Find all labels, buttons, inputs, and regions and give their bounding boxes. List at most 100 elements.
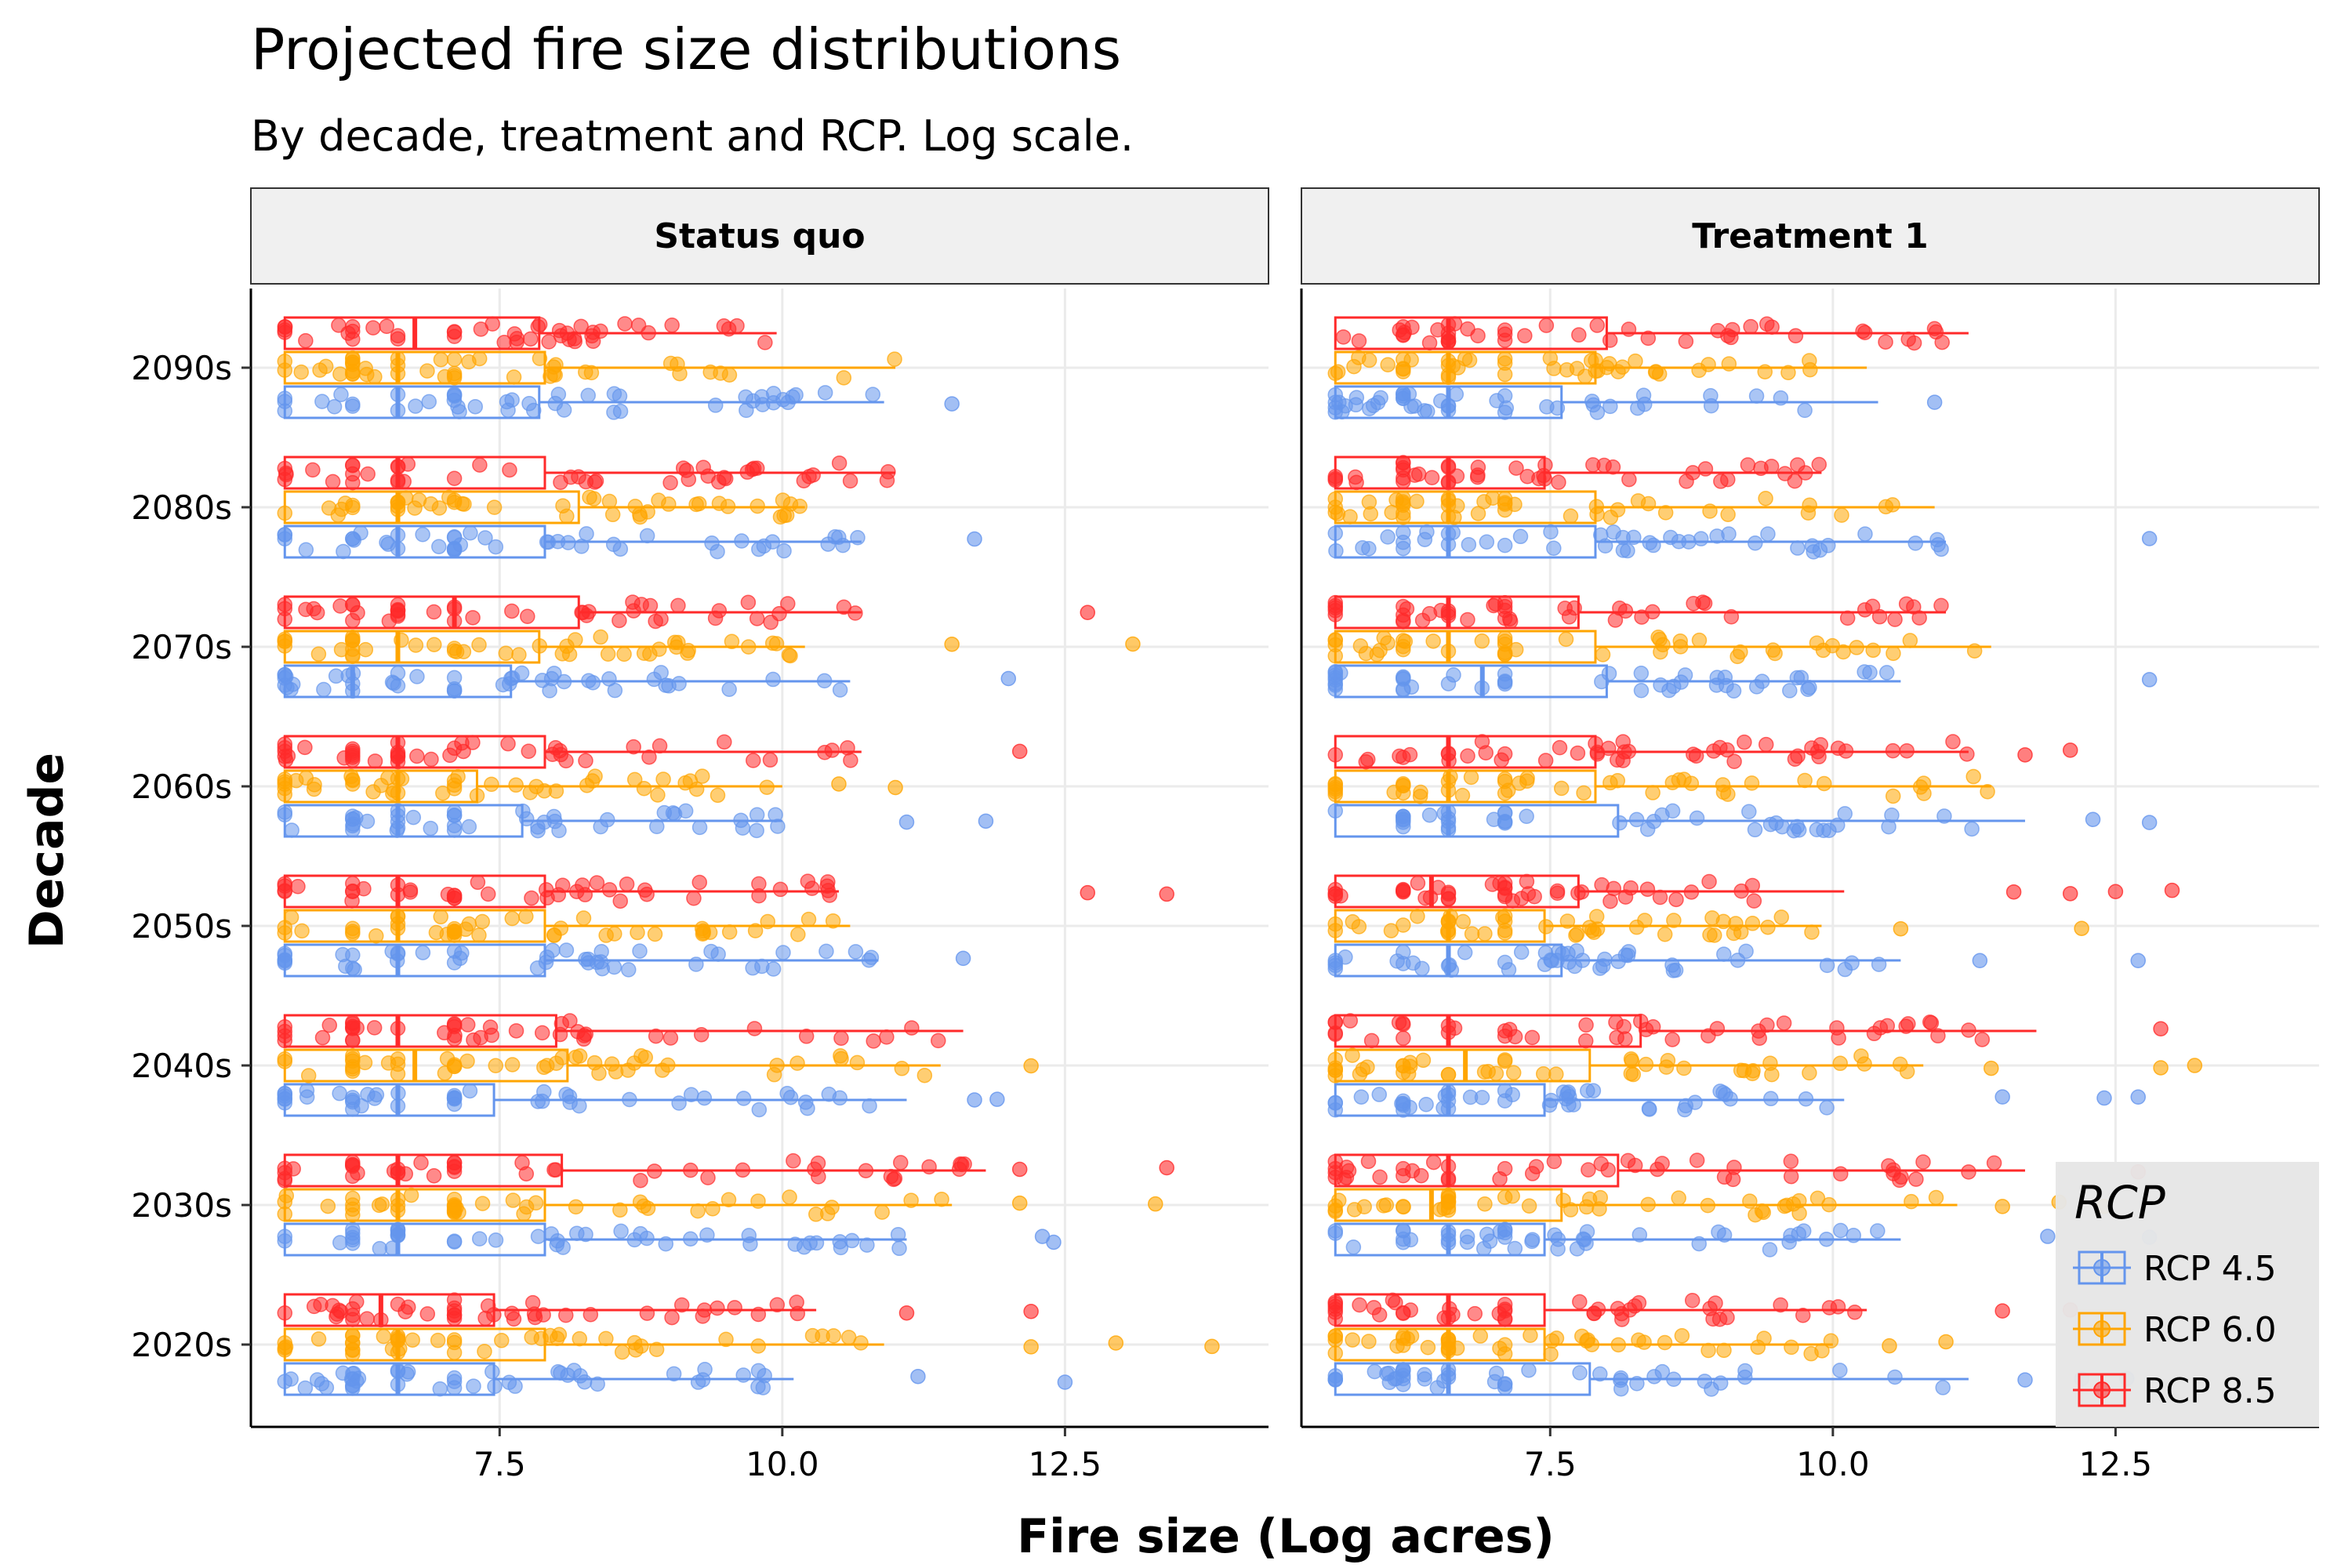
point-status-quo-2030s-rcp-8-5-3: [700, 1170, 716, 1185]
point-treatment-1-2080s-rcp-6-0-38: [1834, 507, 1849, 523]
point-treatment-1-2020s-rcp-6-0-35: [1389, 1338, 1405, 1354]
point-treatment-1-2060s-rcp-4-5-34: [1741, 804, 1757, 820]
y-tick-label-2060s: 2060s: [131, 768, 232, 806]
point-treatment-1-2030s-rcp-4-5-3: [1762, 1242, 1778, 1258]
point-status-quo-2050s-rcp-4-5-38: [454, 945, 470, 961]
point-status-quo-2080s-rcp-8-5-42: [502, 462, 517, 478]
point-treatment-1-2050s-rcp-8-5-41: [1440, 891, 1457, 907]
point-treatment-1-2080s-rcp-4-5-36: [1512, 528, 1529, 545]
point-treatment-1-2060s-rcp-6-0-23: [1512, 775, 1527, 791]
point-treatment-1-2040s-rcp-4-5-27: [1371, 1087, 1388, 1102]
point-treatment-1-2030s-rcp-6-0-28: [1330, 1192, 1347, 1208]
point-status-quo-2080s-rcp-8-5-17: [831, 455, 848, 471]
point-treatment-1-2060s-rcp-4-5-39: [1639, 822, 1656, 837]
box-status-quo-2090s-rcp-4-5: [283, 385, 541, 419]
point-status-quo-2070s-rcp-6-0-34: [333, 641, 350, 658]
point-treatment-1-2090s-rcp-4-5-40: [1403, 398, 1419, 415]
point-status-quo-2020s-rcp-4-5-12: [485, 1363, 500, 1380]
point-treatment-1-2090s-rcp-4-5-45: [1401, 386, 1417, 402]
point-status-quo-2030s-rcp-6-0-14: [345, 1207, 361, 1223]
point-treatment-1-2060s-rcp-8-5-39: [1396, 750, 1411, 765]
point-status-quo-2090s-rcp-6-0-42: [433, 351, 449, 368]
outlier-treatment-1-2040s-rcp-6-0-2: [2187, 1058, 2203, 1073]
outlier-status-quo-2030s-rcp-4-5-1: [1046, 1234, 1062, 1250]
point-status-quo-2020s-rcp-4-5-18: [697, 1362, 713, 1377]
box-group-treatment-1-2060s-rcp-8-5: [1327, 734, 2078, 770]
point-treatment-1-2020s-rcp-8-5-25: [1613, 1305, 1630, 1322]
point-treatment-1-2090s-rcp-8-5-25: [1335, 329, 1352, 345]
legend-key-point-rcp-6-0: [2093, 1320, 2111, 1338]
point-status-quo-2080s-rcp-4-5-40: [446, 541, 463, 557]
box-group-treatment-1-2020s-rcp-6-0: [1327, 1327, 1954, 1362]
point-treatment-1-2070s-rcp-6-0-44: [1650, 630, 1666, 645]
point-status-quo-2020s-rcp-8-5-24: [789, 1294, 804, 1310]
point-status-quo-2090s-rcp-6-0-35: [461, 354, 477, 370]
point-status-quo-2060s-rcp-4-5-29: [446, 804, 463, 820]
point-status-quo-2070s-rcp-8-5-36: [520, 608, 535, 625]
point-status-quo-2050s-rcp-8-5-36: [686, 891, 702, 906]
point-status-quo-2070s-rcp-8-5-42: [612, 612, 627, 629]
point-status-quo-2070s-rcp-8-5-44: [332, 598, 348, 614]
point-treatment-1-2060s-rcp-8-5-12: [1494, 752, 1509, 768]
point-status-quo-2060s-rcp-8-5-5: [641, 749, 657, 765]
point-treatment-1-2030s-rcp-6-0-39: [1791, 1205, 1807, 1221]
point-status-quo-2060s-rcp-8-5-33: [500, 735, 516, 752]
point-treatment-1-2080s-rcp-6-0-30: [1885, 497, 1900, 513]
point-status-quo-2040s-rcp-8-5-33: [746, 1021, 763, 1036]
point-status-quo-2030s-rcp-6-0-36: [824, 1200, 840, 1215]
point-treatment-1-2090s-rcp-8-5-2: [1589, 318, 1606, 333]
point-treatment-1-2080s-rcp-4-5-27: [1620, 543, 1635, 559]
point-treatment-1-2040s-rcp-6-0-36: [1402, 1058, 1418, 1075]
point-status-quo-2040s-rcp-8-5-16: [662, 1030, 679, 1046]
point-treatment-1-2040s-rcp-6-0-41: [1764, 1066, 1780, 1083]
point-treatment-1-2080s-rcp-8-5-24: [1396, 470, 1411, 486]
point-treatment-1-2070s-rcp-6-0-26: [1425, 633, 1441, 649]
point-status-quo-2070s-rcp-8-5-33: [633, 597, 649, 612]
point-status-quo-2050s-rcp-4-5-43: [338, 958, 354, 975]
box-group-treatment-1-2060s-rcp-4-5: [1327, 803, 2158, 839]
outlier-treatment-1-2050s-rcp-8-5-0: [2005, 884, 2022, 900]
point-treatment-1-2050s-rcp-8-5-11: [1746, 893, 1762, 909]
outlier-status-quo-2050s-rcp-4-5-0: [955, 950, 971, 967]
point-treatment-1-2080s-rcp-8-5-33: [1551, 474, 1566, 490]
point-status-quo-2090s-rcp-4-5-15: [788, 387, 804, 403]
point-treatment-1-2090s-rcp-4-5-43: [1362, 401, 1377, 417]
point-status-quo-2090s-rcp-4-5-38: [467, 398, 483, 415]
point-treatment-1-2080s-rcp-4-5-39: [1748, 535, 1763, 551]
point-status-quo-2040s-rcp-8-5-36: [482, 1019, 499, 1035]
point-treatment-1-2050s-rcp-4-5-33: [1617, 947, 1634, 964]
y-tick-label-2080s: 2080s: [131, 488, 232, 527]
point-status-quo-2080s-rcp-4-5-41: [353, 525, 368, 541]
outlier-status-quo-2070s-rcp-4-5-0: [1000, 670, 1017, 687]
outlier-treatment-1-2060s-rcp-4-5-1: [2141, 815, 2158, 830]
point-status-quo-2030s-rcp-6-0-19: [612, 1202, 628, 1218]
point-status-quo-2070s-rcp-4-5-32: [542, 683, 557, 699]
point-status-quo-2040s-rcp-4-5-6: [735, 1091, 752, 1106]
point-status-quo-2090s-rcp-8-5-8: [298, 332, 314, 349]
point-treatment-1-2020s-rcp-4-5-10: [1572, 1365, 1588, 1381]
point-status-quo-2020s-rcp-4-5-39: [572, 1368, 588, 1384]
point-status-quo-2090s-rcp-6-0-20: [583, 365, 600, 381]
box-treatment-1-2040s-rcp-8-5: [1334, 1014, 1642, 1048]
box-status-quo-2030s-rcp-8-5: [283, 1153, 564, 1188]
box-treatment-1-2080s-rcp-8-5: [1334, 456, 1546, 490]
point-status-quo-2040s-rcp-4-5-45: [534, 1093, 550, 1109]
point-treatment-1-2070s-rcp-4-5-29: [1878, 665, 1895, 681]
point-treatment-1-2080s-rcp-6-0-42: [1610, 502, 1626, 517]
point-status-quo-2060s-rcp-6-0-23: [508, 777, 524, 793]
point-status-quo-2070s-rcp-8-5-6: [780, 596, 796, 612]
point-status-quo-2060s-rcp-8-5-40: [578, 753, 593, 769]
point-treatment-1-2060s-rcp-8-5-27: [1830, 740, 1846, 757]
point-treatment-1-2020s-rcp-6-0-2: [1543, 1346, 1559, 1362]
point-status-quo-2030s-rcp-4-5-12: [613, 1223, 629, 1240]
point-status-quo-2060s-rcp-8-5-14: [409, 748, 425, 764]
point-status-quo-2040s-rcp-4-5-39: [800, 1100, 815, 1116]
point-status-quo-2060s-rcp-4-5-34: [530, 819, 546, 835]
point-treatment-1-2050s-rcp-4-5-44: [1537, 945, 1554, 961]
point-status-quo-2070s-rcp-6-0-8: [724, 633, 740, 650]
box-group-treatment-1-2090s-rcp-4-5: [1327, 385, 1943, 420]
point-treatment-1-2090s-rcp-6-0-33: [1457, 350, 1473, 367]
panel-status-quo: Status quo 7.5 10.0 12.5: [249, 187, 1269, 1483]
point-status-quo-2070s-rcp-8-5-22: [298, 601, 314, 618]
